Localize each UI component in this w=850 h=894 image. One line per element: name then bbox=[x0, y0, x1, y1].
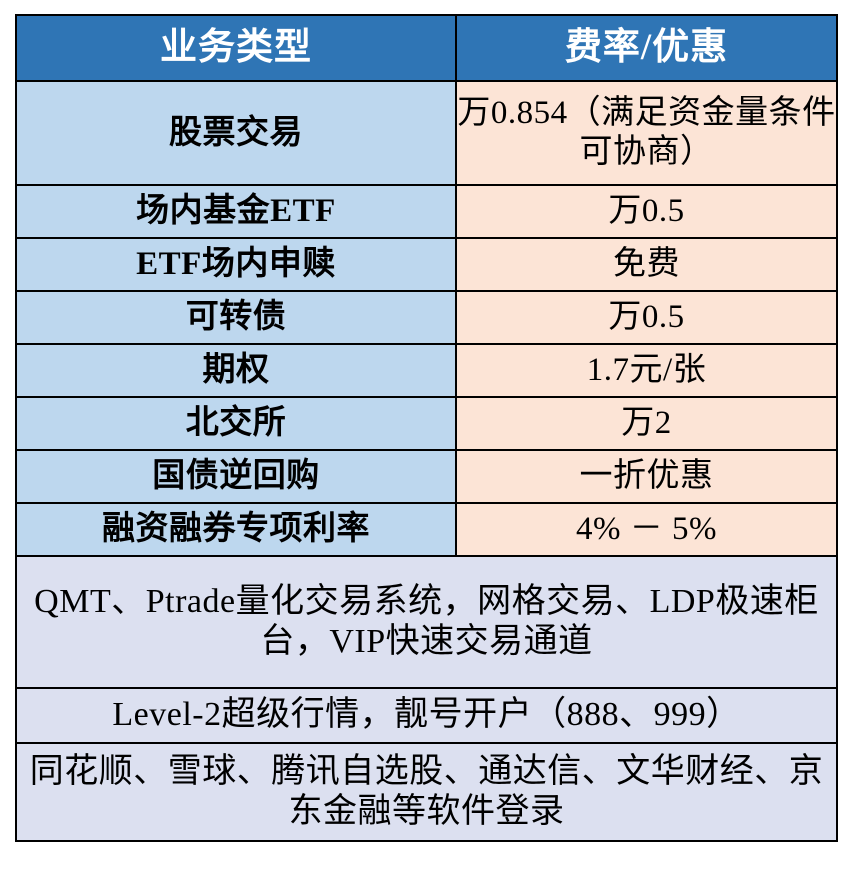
cell-category-etf-fund: 场内基金ETF bbox=[15, 184, 457, 239]
cell-rate-etf-subscription: 免费 bbox=[455, 237, 838, 292]
header-cell-category: 业务类型 bbox=[15, 14, 457, 82]
cell-category-etf-subscription: ETF场内申赎 bbox=[15, 237, 457, 292]
cell-rate-options: 1.7元/张 bbox=[455, 343, 838, 398]
table-row: 可转债 万0.5 bbox=[15, 290, 838, 345]
cell-rate-bse: 万2 bbox=[455, 396, 838, 451]
cell-category-reverse-repo: 国债逆回购 bbox=[15, 449, 457, 504]
note-level2-and-vanity-account: Level-2超级行情，靓号开户（888、999） bbox=[15, 687, 838, 744]
cell-rate-margin-financing: 4% － 5% bbox=[455, 502, 838, 557]
table-row: 融资融券专项利率 4% － 5% bbox=[15, 502, 838, 557]
cell-rate-convertible-bond: 万0.5 bbox=[455, 290, 838, 345]
cell-rate-reverse-repo: 一折优惠 bbox=[455, 449, 838, 504]
note-quant-trading-systems: QMT、Ptrade量化交易系统，网格交易、LDP极速柜台，VIP快速交易通道 bbox=[15, 555, 838, 689]
table-row: 北交所 万2 bbox=[15, 396, 838, 451]
table-row: ETF场内申赎 免费 bbox=[15, 237, 838, 292]
cell-category-stock-trading: 股票交易 bbox=[15, 80, 457, 186]
table-row: 期权 1.7元/张 bbox=[15, 343, 838, 398]
rate-table-sheet: 业务类型 费率/优惠 股票交易 万0.854（满足资金量条件可协商） 场内基金E… bbox=[15, 14, 838, 842]
cell-category-bse: 北交所 bbox=[15, 396, 457, 451]
note-supported-software-login: 同花顺、雪球、腾讯自选股、通达信、文华财经、京东金融等软件登录 bbox=[15, 742, 838, 842]
cell-category-margin-financing: 融资融券专项利率 bbox=[15, 502, 457, 557]
cell-category-options: 期权 bbox=[15, 343, 457, 398]
brokerage-rate-table: 业务类型 费率/优惠 股票交易 万0.854（满足资金量条件可协商） 场内基金E… bbox=[15, 14, 838, 842]
notes-row: QMT、Ptrade量化交易系统，网格交易、LDP极速柜台，VIP快速交易通道 bbox=[15, 555, 838, 689]
table-row: 场内基金ETF 万0.5 bbox=[15, 184, 838, 239]
notes-row: 同花顺、雪球、腾讯自选股、通达信、文华财经、京东金融等软件登录 bbox=[15, 742, 838, 842]
cell-category-convertible-bond: 可转债 bbox=[15, 290, 457, 345]
table-row: 国债逆回购 一折优惠 bbox=[15, 449, 838, 504]
notes-row: Level-2超级行情，靓号开户（888、999） bbox=[15, 687, 838, 744]
cell-rate-stock-trading: 万0.854（满足资金量条件可协商） bbox=[455, 80, 838, 186]
cell-rate-etf-fund: 万0.5 bbox=[455, 184, 838, 239]
header-cell-rate: 费率/优惠 bbox=[455, 14, 838, 82]
table-row: 股票交易 万0.854（满足资金量条件可协商） bbox=[15, 80, 838, 186]
table-header-row: 业务类型 费率/优惠 bbox=[15, 14, 838, 82]
